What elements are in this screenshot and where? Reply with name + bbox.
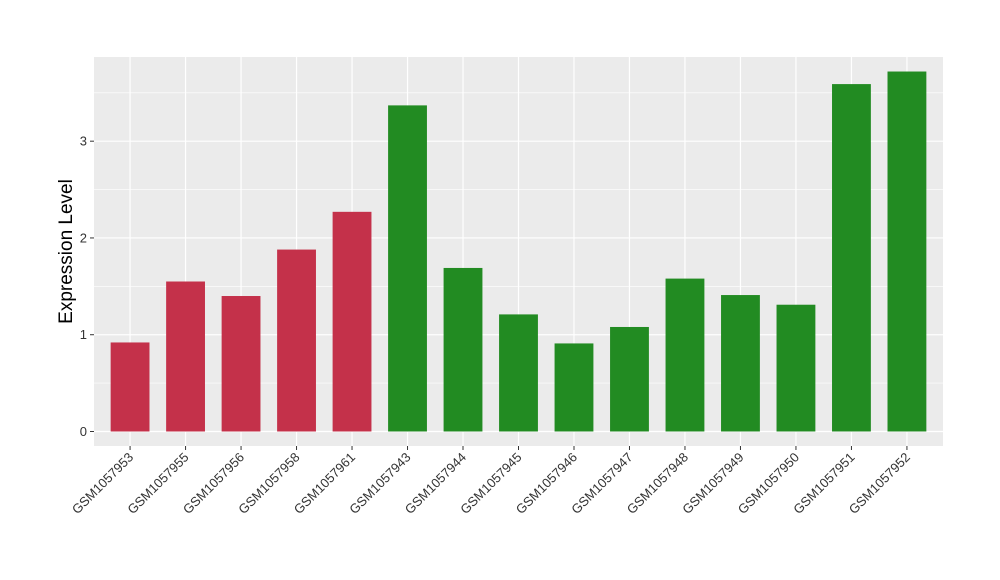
bar-GSM1057944 xyxy=(443,267,483,432)
bar-GSM1057958 xyxy=(277,249,316,432)
bar-GSM1057943 xyxy=(388,105,427,432)
y-tick-label: 0 xyxy=(80,424,87,439)
bar-GSM1057946 xyxy=(554,343,594,432)
y-axis: 0 1 2 3 xyxy=(80,134,94,439)
bar-GSM1057945 xyxy=(499,314,538,432)
bar-GSM1057949 xyxy=(721,295,760,432)
bar-GSM1057952 xyxy=(887,71,927,432)
y-tick-label: 1 xyxy=(80,327,87,342)
y-tick-label: 3 xyxy=(80,134,87,149)
bar-GSM1057951 xyxy=(832,84,871,432)
bar-GSM1057950 xyxy=(776,304,816,432)
y-tick-label: 2 xyxy=(80,230,87,245)
bars xyxy=(110,71,927,432)
y-axis-title: Expression Level xyxy=(56,179,77,324)
bar-GSM1057948 xyxy=(665,278,705,432)
bar-GSM1057961 xyxy=(332,211,372,432)
bar-GSM1057947 xyxy=(610,326,649,432)
bar-GSM1057955 xyxy=(166,281,205,432)
bar-GSM1057953 xyxy=(110,342,150,432)
bar-GSM1057956 xyxy=(221,296,261,432)
x-axis: GSM1057953GSM1057955GSM1057956GSM1057958… xyxy=(69,446,913,517)
